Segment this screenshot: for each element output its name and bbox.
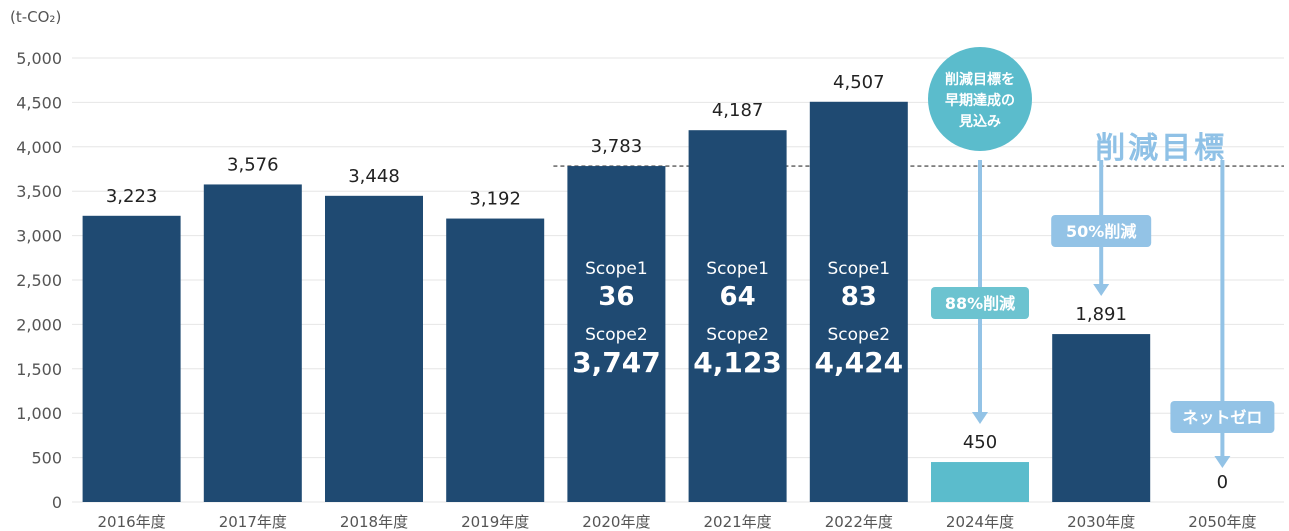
badge-2030: 50%削減 [1066,222,1136,241]
early-achievement-text: 見込み [958,113,1001,130]
bar-2030年度 [1052,334,1151,502]
scope2-value: 4,123 [693,346,782,379]
y-tick-label: 5,000 [16,49,62,68]
bar-value-label: 450 [963,432,997,453]
scope1-value: 83 [841,282,877,312]
x-tick-label: 2019年度 [461,513,529,531]
x-tick-label: 2018年度 [340,513,408,531]
y-tick-label: 4,500 [16,93,62,112]
x-tick-label: 2016年度 [98,513,166,531]
bar-2024年度 [931,462,1029,502]
bar-value-label: 4,187 [712,100,764,121]
scope2-value: 3,747 [572,346,661,379]
bar-value-label: 3,576 [227,154,279,175]
unit-label: (t-CO₂) [10,8,62,26]
y-tick-label: 2,500 [16,271,62,290]
bar-2019年度 [446,218,545,502]
bar-2018年度 [325,195,423,502]
arrow-2050-head [1214,456,1231,468]
bar-2021年度 [688,130,787,502]
bar-value-label: 0 [1217,472,1228,493]
badge-2050: ネットゼロ [1182,408,1262,427]
early-achievement-text: 早期達成の [945,92,1015,109]
badge-2030-box [1051,215,1152,247]
target-line-label: 削減目標 [1095,131,1227,166]
x-tick-label: 2024年度 [946,513,1014,531]
bar-2020年度 [567,166,666,503]
arrow-2024-head [972,412,988,424]
badge-2050-box [1170,401,1275,433]
x-tick-label: 2030年度 [1067,513,1135,531]
badge-2024: 88%削減 [945,294,1015,313]
y-tick-label: 3,500 [16,182,62,201]
bar-value-label: 3,783 [591,136,643,157]
y-tick-label: 500 [31,449,62,468]
x-tick-label: 2017年度 [219,513,287,531]
scope1-value: 64 [720,282,756,312]
scope1-label: Scope1 [827,259,890,279]
x-tick-label: 2020年度 [582,513,650,531]
y-tick-label: 0 [52,493,62,512]
early-achievement-text: 削減目標を [945,71,1015,88]
bar-2022年度 [809,101,908,503]
y-tick-label: 1,500 [16,360,62,379]
badge-2024-box [931,287,1029,319]
bar-2017年度 [203,184,302,502]
scope2-label: Scope2 [706,325,769,345]
scope1-label: Scope1 [706,259,769,279]
y-tick-label: 4,000 [16,138,62,157]
bar-value-label: 1,891 [1075,304,1127,325]
arrow-2030-head [1093,284,1110,296]
y-tick-label: 2,000 [16,315,62,334]
scope2-label: Scope2 [827,325,890,345]
scope2-value: 4,424 [815,346,904,379]
bar-value-label: 3,448 [348,166,400,187]
bar-2016年度 [82,215,181,502]
bar-value-label: 3,223 [106,186,158,207]
early-achievement-circle [928,47,1032,151]
x-tick-label: 2050年度 [1188,513,1256,531]
bar-value-label: 4,507 [833,72,885,93]
scope1-label: Scope1 [585,259,648,279]
y-tick-label: 1,000 [16,404,62,423]
bar-value-label: 3,192 [469,189,521,210]
y-tick-label: 3,000 [16,227,62,246]
scope2-label: Scope2 [585,325,648,345]
x-tick-label: 2022年度 [825,513,893,531]
x-tick-label: 2021年度 [704,513,772,531]
scope1-value: 36 [598,282,634,312]
